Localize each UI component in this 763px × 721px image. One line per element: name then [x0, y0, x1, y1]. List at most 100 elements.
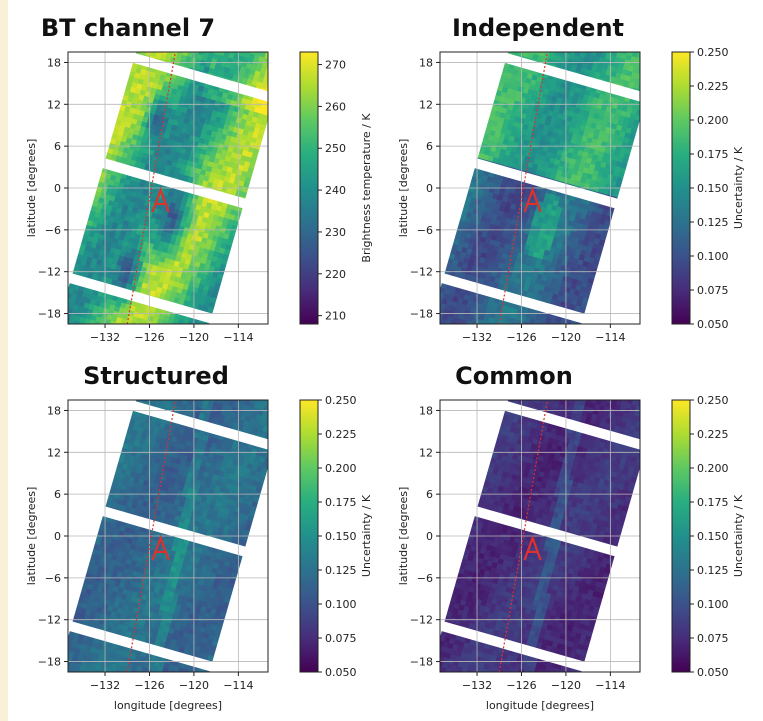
location-marker [523, 186, 542, 213]
axes-frame [67, 399, 269, 673]
x-tick-label: −126 [506, 679, 536, 692]
colorbar: 0.250 0.225 0.200 0.175 0.150 0.125 0.100 0.075… [299, 394, 373, 679]
colorbar-label: Uncertainty / K [360, 494, 373, 577]
colorbar-tick-label: 0.100 [697, 598, 729, 611]
y-tick-label: 6 [54, 488, 61, 501]
colorbar-tick-label: 240 [325, 184, 346, 197]
y-tick-label: 18 [47, 56, 61, 69]
colorbar-tick-label: 0.050 [697, 318, 729, 331]
colorbar-tick-label: 0.150 [697, 530, 729, 543]
chart-panel-bt: BT channel 7 −132 −126 −120 −114 18 12 6 0 −6 −12 −… [25, 14, 373, 344]
y-tick-label: 6 [426, 488, 433, 501]
y-tick-label: 12 [419, 98, 433, 111]
grid [68, 400, 268, 672]
panel-title: BT channel 7 [41, 14, 215, 42]
x-tick-label: −132 [90, 331, 120, 344]
x-tick-label: −132 [462, 679, 492, 692]
y-tick-label: 12 [419, 446, 433, 459]
colorbar-tick-label: 0.200 [697, 462, 729, 475]
colorbar: 270 260 250 240 230 220 210 Brightness temperat… [299, 51, 373, 325]
grid [68, 52, 268, 324]
colorbar-tick-label: 0.250 [697, 394, 729, 407]
y-axis-label: latitude [degrees] [397, 487, 410, 586]
colorbar-tick-label: 0.100 [697, 250, 729, 263]
colorbar-tick-label: 0.175 [325, 496, 357, 509]
y-tick-label: 12 [47, 98, 61, 111]
colorbar-gradient [299, 51, 319, 325]
grid [440, 400, 640, 672]
colorbar-tick-label: 0.250 [697, 46, 729, 59]
x-tick-label: −126 [134, 679, 164, 692]
x-tick-label: −120 [179, 331, 209, 344]
x-tick-label: −114 [595, 331, 625, 344]
x-tick-label: −132 [462, 331, 492, 344]
location-marker [151, 534, 170, 561]
location-marker [151, 186, 170, 213]
y-tick-label: −12 [38, 614, 61, 627]
axes-frame [439, 399, 641, 673]
y-tick-label: −6 [417, 224, 433, 237]
x-tick-label: −120 [551, 331, 581, 344]
y-tick-label: 6 [426, 140, 433, 153]
colorbar-tick-label: 0.050 [697, 666, 729, 679]
colorbar-tick-label: 0.225 [697, 428, 729, 441]
colorbar-label: Brightness temperature / K [360, 113, 373, 263]
y-axis-label: latitude [degrees] [25, 487, 38, 586]
colorbar-tick-label: 0.200 [325, 462, 357, 475]
y-tick-label: −18 [38, 656, 61, 669]
y-tick-label: 0 [426, 182, 433, 195]
colorbar-tick-label: 0.075 [325, 632, 357, 645]
colorbar-tick-label: 0.175 [697, 148, 729, 161]
colorbar-tick-label: 0.175 [697, 496, 729, 509]
colorbar: 0.250 0.225 0.200 0.175 0.150 0.125 0.100 0.075… [671, 394, 745, 679]
grid [440, 52, 640, 324]
colorbar-tick-label: 0.225 [697, 80, 729, 93]
y-tick-label: 18 [419, 404, 433, 417]
figure-svg: BT channel 7−132 −126 −120 −114181260−6−12−… [25, 14, 745, 712]
colorbar-tick-label: 230 [325, 226, 346, 239]
y-tick-label: −6 [45, 224, 61, 237]
y-tick-label: −18 [410, 656, 433, 669]
chart-panel-struct: Structured −132 −126 −120 −114 18 12 6 0 −6 −12 −18… [25, 362, 373, 712]
x-tick-label: −114 [595, 679, 625, 692]
colorbar-tick-label: 0.250 [325, 394, 357, 407]
y-tick-label: −18 [410, 308, 433, 321]
x-axis-label: longitude [degrees] [486, 699, 594, 712]
y-tick-label: −12 [38, 266, 61, 279]
colorbar-tick-label: 0.125 [697, 564, 729, 577]
colorbar-tick-label: 0.100 [325, 598, 357, 611]
colorbar-label: Uncertainty / K [732, 146, 745, 229]
colorbar-tick-label: 0.050 [325, 666, 357, 679]
colorbar-tick-label: 0.150 [697, 182, 729, 195]
y-tick-label: −12 [410, 614, 433, 627]
axes-frame [439, 51, 641, 325]
colorbar-label: Uncertainty / K [732, 494, 745, 577]
swath-image [440, 52, 640, 324]
panel-title: Independent [452, 14, 624, 42]
y-tick-label: 0 [426, 530, 433, 543]
colorbar-gradient [671, 399, 691, 673]
x-tick-label: −114 [223, 331, 253, 344]
colorbar-tick-label: 0.150 [325, 530, 357, 543]
y-tick-label: −6 [45, 572, 61, 585]
colorbar-tick-label: 260 [325, 100, 346, 113]
y-tick-label: 18 [47, 404, 61, 417]
y-tick-label: −18 [38, 308, 61, 321]
y-tick-label: −6 [417, 572, 433, 585]
y-tick-label: 6 [54, 140, 61, 153]
y-axis-label: latitude [degrees] [25, 139, 38, 238]
y-tick-label: 0 [54, 530, 61, 543]
colorbar-tick-label: 0.125 [325, 564, 357, 577]
chart-panel-indep: Independent −132 −126 −120 −114 18 12 6 0 −6 −12 −1… [397, 14, 745, 344]
y-tick-label: −12 [410, 266, 433, 279]
y-axis-label: latitude [degrees] [397, 139, 410, 238]
chart-panel-common: Common −132 −126 −120 −114 18 12 6 0 −6 −12 −18 lati… [397, 362, 745, 712]
colorbar-tick-label: 0.075 [697, 632, 729, 645]
y-tick-label: 12 [47, 446, 61, 459]
colorbar-tick-label: 210 [325, 310, 346, 323]
colorbar-gradient [671, 51, 691, 325]
y-tick-label: 18 [419, 56, 433, 69]
colorbar-tick-label: 220 [325, 268, 346, 281]
x-tick-label: −126 [506, 331, 536, 344]
axes-frame [67, 51, 269, 325]
